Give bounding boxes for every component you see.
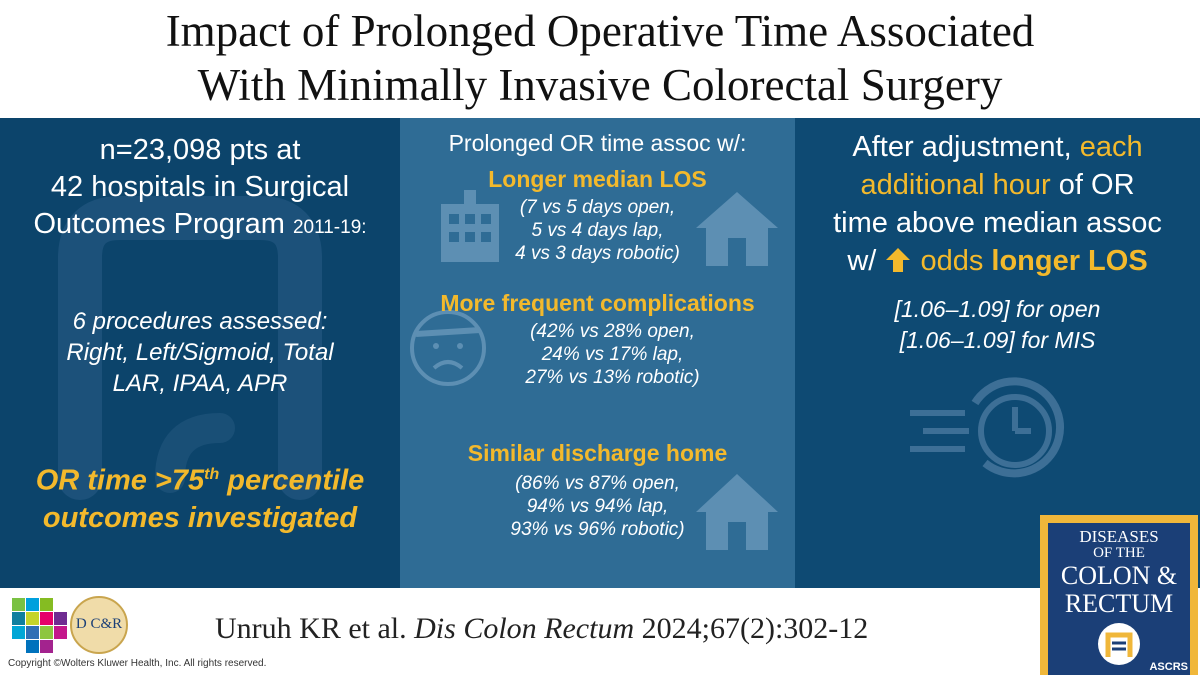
or-time-threshold: OR time >75th percentile outcomes invest… <box>0 456 400 537</box>
finding-line-2: additional hour of OR <box>795 166 1200 204</box>
discharge-title: Similar discharge home <box>467 440 728 466</box>
intro-line-1: n=23,098 pts at <box>99 134 301 166</box>
intro-line-3: Outcomes Program 2011-19: <box>0 206 400 246</box>
or-time-suffix: percentile <box>219 464 365 497</box>
adjusted-finding: After adjustment, each additional hour o… <box>795 128 1200 280</box>
complications-details: (42% vs 28% open, 24% vs 17% lap, 27% vs… <box>400 320 795 389</box>
home-discharge-icon <box>696 474 778 550</box>
citation-ref: 2024;67(2):302-12 <box>634 612 869 645</box>
citation-authors: Unruh KR et al. <box>215 612 415 645</box>
middle-header: Prolonged OR time assoc w/: <box>448 130 747 156</box>
infographic-title: Impact of Prolonged Operative Time Assoc… <box>0 4 1200 112</box>
middle-panel: Prolonged OR time assoc w/: Longer media… <box>400 118 795 588</box>
ci-open: [1.06–1.09] for open <box>894 296 1101 322</box>
discharge-line-3: 93% vs 96% robotic) <box>510 519 685 540</box>
or-time-sup: th <box>204 466 220 483</box>
left-panel: n=23,098 pts at 42 hospitals in Surgical… <box>0 118 400 588</box>
up-arrow-icon <box>886 248 911 272</box>
journal-badge: ASCRS <box>1149 661 1188 673</box>
house-icon <box>696 192 778 266</box>
los-title: Longer median LOS <box>488 166 707 192</box>
journal-line-1: DISEASES <box>1079 527 1159 546</box>
complications-title: More frequent complications <box>440 290 755 316</box>
title-line-1: Impact of Prolonged Operative Time Assoc… <box>165 6 1035 56</box>
or-time-prefix: OR time >75 <box>35 464 205 497</box>
finding-line-4-a: w/ <box>847 245 885 277</box>
finding-line-4: w/ odds longer LOS <box>795 242 1200 280</box>
clock-icon <box>910 377 1064 478</box>
los-line-1: (7 vs 5 days open, <box>519 197 676 218</box>
discharge-details: (86% vs 87% open, 94% vs 94% lap, 93% vs… <box>400 472 795 541</box>
procedures: 6 procedures assessed: Right, Left/Sigmo… <box>0 306 400 399</box>
finding-line-2-a: additional hour <box>860 169 1051 201</box>
discharge-line-1: (86% vs 87% open, <box>515 473 680 494</box>
finding-line-4-b: odds <box>920 245 992 277</box>
journal-cover: DISEASES OF THE COLON & RECTUM ASCRS <box>1040 515 1198 675</box>
ci-mis: [1.06–1.09] for MIS <box>899 327 1096 353</box>
study-years: 2011-19: <box>292 217 367 238</box>
copyright-text: Copyright ©Wolters Kluwer Health, Inc. A… <box>8 658 267 669</box>
complications-line-1: (42% vs 28% open, <box>530 321 695 342</box>
study-intro: n=23,098 pts at 42 hospitals in Surgical… <box>0 132 400 246</box>
citation-journal: Dis Colon Rectum <box>414 612 635 645</box>
procedures-line-2: Right, Left/Sigmoid, Total <box>66 339 334 366</box>
finding-line-1-a: After adjustment, <box>852 131 1080 163</box>
procedures-line-3: LAR, IPAA, APR <box>112 370 288 397</box>
title-line-2: With Minimally Invasive Colorectal Surge… <box>197 60 1003 110</box>
journal-cover-inner: DISEASES OF THE COLON & RECTUM ASCRS <box>1048 523 1190 675</box>
los-line-2: 5 vs 4 days lap, <box>531 220 664 241</box>
procedures-line-1: 6 procedures assessed: <box>72 308 328 335</box>
journal-line-2: OF THE <box>1093 545 1145 561</box>
citation: Unruh KR et al. Dis Colon Rectum 2024;67… <box>215 612 868 646</box>
complications-line-3: 27% vs 13% robotic) <box>525 367 700 388</box>
finding-line-3: time above median assoc <box>833 207 1162 239</box>
finding-line-1-b: each <box>1079 131 1143 163</box>
content-band: n=23,098 pts at 42 hospitals in Surgical… <box>0 118 1200 588</box>
complications-line-2: 24% vs 17% lap, <box>541 344 684 365</box>
dcr-logo-text: D C&R <box>75 616 123 632</box>
right-panel: After adjustment, each additional hour o… <box>795 118 1200 588</box>
intro-line-3-text: Outcomes Program <box>33 208 285 240</box>
journal-colon-icon <box>1098 623 1140 665</box>
hospital-icon <box>441 190 499 262</box>
journal-line-4: RECTUM <box>1064 589 1174 618</box>
finding-line-2-b: of OR <box>1050 169 1135 201</box>
colon-icon <box>58 196 322 500</box>
finding-line-1: After adjustment, each <box>795 128 1200 166</box>
or-time-line: OR time >75th percentile <box>0 456 400 500</box>
los-details: (7 vs 5 days open, 5 vs 4 days lap, 4 vs… <box>400 196 795 265</box>
intro-line-2: 42 hospitals in Surgical <box>50 171 350 203</box>
los-line-3: 4 vs 3 days robotic) <box>515 243 680 264</box>
confidence-intervals: [1.06–1.09] for open [1.06–1.09] for MIS <box>795 294 1200 356</box>
discharge-line-2: 94% vs 94% lap, <box>526 496 669 517</box>
sick-face-icon <box>410 310 486 386</box>
outcomes-line: outcomes investigated <box>42 501 358 534</box>
wolters-kluwer-logo <box>12 598 67 653</box>
dcr-logo: D C&R <box>70 596 128 654</box>
journal-line-3: COLON & <box>1060 561 1178 590</box>
finding-line-4-c: longer LOS <box>991 245 1148 277</box>
